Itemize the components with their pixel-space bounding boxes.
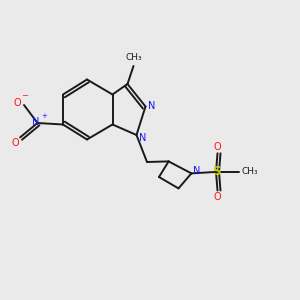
Text: N: N xyxy=(139,133,146,143)
Text: CH₃: CH₃ xyxy=(125,53,142,62)
Text: −: − xyxy=(21,92,28,100)
Text: N: N xyxy=(148,101,156,111)
Text: O: O xyxy=(14,98,21,108)
Text: S: S xyxy=(212,165,220,178)
Text: O: O xyxy=(214,192,221,202)
Text: +: + xyxy=(41,112,47,118)
Text: CH₃: CH₃ xyxy=(242,167,258,176)
Text: O: O xyxy=(12,138,20,148)
Text: O: O xyxy=(214,142,221,152)
Text: N: N xyxy=(32,116,40,127)
Text: N: N xyxy=(193,166,200,176)
